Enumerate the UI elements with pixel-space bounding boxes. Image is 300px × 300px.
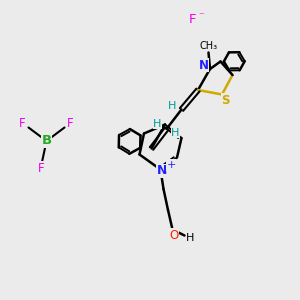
Text: B: B [41,134,52,148]
Text: N: N [157,164,167,178]
Text: F: F [67,116,74,130]
Text: F: F [188,13,196,26]
Text: ⁻: ⁻ [199,11,205,22]
Text: H: H [168,101,176,111]
Text: H: H [153,118,162,129]
Text: N: N [198,59,208,72]
Text: CH₃: CH₃ [200,41,217,51]
Text: H: H [171,128,180,138]
Text: H: H [186,232,195,243]
Text: F: F [19,116,26,130]
Text: +: + [166,160,176,170]
Text: O: O [169,229,178,242]
Text: F: F [38,161,44,175]
Text: S: S [221,94,230,107]
